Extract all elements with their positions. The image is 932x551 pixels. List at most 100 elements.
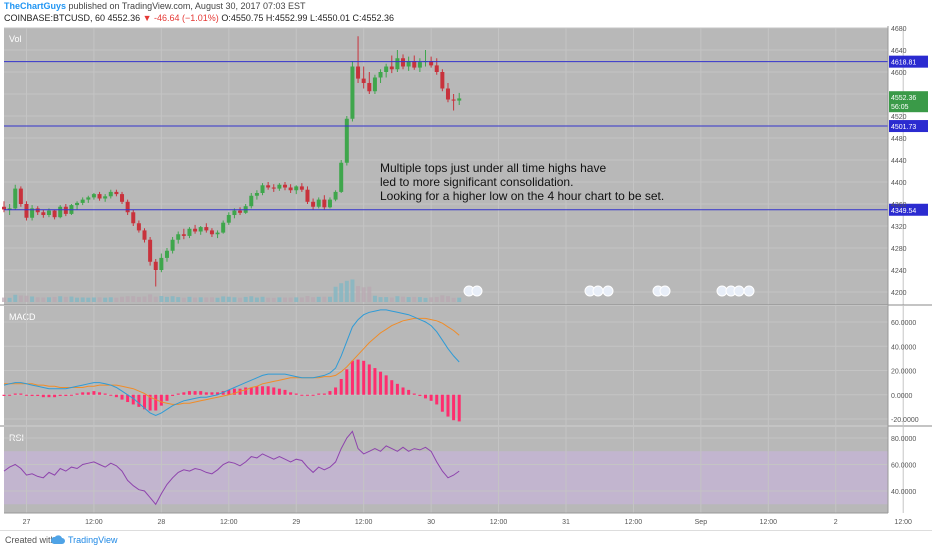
volume-bar	[18, 295, 23, 302]
volume-bar	[423, 297, 428, 302]
annotation-line-3: Looking for a higher low on the 4 hour c…	[380, 189, 664, 203]
candle-body	[283, 184, 287, 188]
candle-body	[395, 58, 400, 70]
macd-axis[interactable]: -20.0000 0.0000 20.0000 40.0000 60.0000	[891, 320, 919, 424]
macd-histogram-bar	[210, 392, 214, 395]
rsi-band	[4, 451, 888, 505]
tradingview-brand[interactable]: TradingView	[68, 535, 118, 545]
volume-bar	[283, 297, 287, 302]
candle-body	[277, 184, 282, 189]
macd-histogram-bar	[350, 360, 354, 395]
macd-pane[interactable]	[4, 306, 888, 425]
annotation-line-1: Multiple tops just under all time highs …	[380, 161, 606, 175]
annotation-line-2: led to more significant consolidation.	[380, 175, 573, 189]
candle-body	[299, 186, 304, 190]
event-flag-icon[interactable]	[716, 285, 755, 297]
candle-body	[445, 88, 450, 100]
macd-histogram-bar	[69, 394, 73, 396]
macd-histogram-bar	[199, 391, 203, 395]
volume-bar	[114, 297, 119, 302]
macd-histogram-bar	[339, 378, 343, 395]
horizontal-lines[interactable]: 4618.81 4501.73 4349.54	[4, 55, 928, 216]
volume-bar	[91, 297, 96, 302]
candle-body	[75, 202, 80, 206]
countdown-label: 56:05	[891, 104, 909, 111]
volume-bar	[322, 296, 327, 302]
macd-histogram-bar	[317, 393, 321, 395]
macd-histogram-bar	[373, 368, 377, 395]
candle-body	[412, 61, 417, 68]
rsi-line	[3, 430, 460, 506]
macd-histogram-bar	[216, 392, 220, 395]
macd-signal-line	[4, 317, 460, 405]
volume-bar	[103, 297, 108, 302]
time-tick-label: Sep	[695, 519, 708, 526]
event-flag-icon[interactable]	[463, 285, 483, 297]
volume-bar	[406, 297, 411, 302]
candle-body	[266, 185, 271, 188]
price-tick-label: 4320	[891, 224, 907, 231]
event-icons[interactable]	[463, 285, 755, 297]
chart-area[interactable]: Vol 4618.81 4501.73 4349.54 Multiple tops …	[0, 26, 932, 530]
price-tick-label: 4520	[891, 114, 907, 121]
macd-histogram-bar	[412, 393, 416, 395]
macd-histogram-bar	[328, 391, 332, 395]
event-flag-icon[interactable]	[584, 285, 614, 297]
created-with-label: Created with	[5, 535, 56, 545]
macd-histogram-bar	[193, 391, 197, 395]
volume-bar	[209, 297, 214, 302]
macd-histogram-bar	[345, 369, 349, 395]
candle-body	[108, 191, 113, 197]
candle-body	[142, 230, 147, 240]
candle-body	[7, 208, 12, 210]
volume-bar	[136, 296, 141, 302]
macd-histogram-bar	[390, 380, 394, 395]
chart-header: TheChartGuys published on TradingView.co…	[0, 0, 932, 26]
macd-tick-label: 0.0000	[891, 393, 913, 400]
candle-body	[41, 212, 46, 215]
candle-body	[204, 227, 209, 231]
annotation-text[interactable]: Multiple tops just under all time highs …	[380, 161, 664, 203]
macd-tick-label: 60.0000	[891, 320, 916, 327]
rsi-axis[interactable]: 40.0000 60.0000 80.0000	[891, 436, 916, 496]
volume-bar	[378, 297, 383, 302]
event-flag-icon[interactable]	[652, 285, 671, 297]
macd-line	[3, 309, 460, 416]
candle-body	[361, 78, 366, 83]
candle-body	[35, 208, 40, 213]
candle-body	[327, 199, 332, 208]
macd-histogram-bar	[407, 389, 411, 395]
volume-bar	[30, 296, 35, 302]
candle-body	[384, 66, 389, 72]
macd-histogram-bar	[75, 393, 79, 395]
macd-histogram-bar	[440, 394, 444, 412]
candle-body	[451, 99, 456, 101]
main-pane-label: Vol	[9, 34, 22, 44]
candle-body	[350, 66, 355, 119]
author-name[interactable]: TheChartGuys	[4, 1, 67, 11]
horizontal-line-label: 4349.54	[891, 208, 916, 215]
candle-body	[181, 234, 186, 236]
ohlc-open: O:4550.75	[221, 13, 264, 23]
rsi-tick-label: 60.0000	[891, 463, 916, 470]
price-tick-label: 4280	[891, 246, 907, 253]
macd-histogram-bar	[86, 392, 90, 395]
candle-body	[193, 228, 198, 232]
volume-bar	[170, 296, 175, 302]
candle-body	[170, 239, 175, 251]
time-axis[interactable]: 27 12:00 28 12:00 29 12:00 30 12:00 31 12:00 Sep 12…	[23, 519, 912, 526]
time-tick-label: 12:00	[490, 519, 508, 526]
candle-body	[226, 215, 231, 223]
volume-bar	[389, 297, 394, 302]
candle-body	[148, 239, 153, 262]
candle-body	[333, 191, 338, 200]
candle-body	[114, 191, 119, 195]
macd-histogram-bar	[24, 394, 28, 396]
macd-histogram-bar	[53, 394, 57, 398]
candle-body	[120, 194, 125, 202]
price-axis[interactable]: 4200424042804320436044004440448045204560…	[889, 26, 928, 297]
price-tick-label: 4200	[891, 290, 907, 297]
macd-histogram-bar	[137, 394, 141, 407]
macd-histogram-bar	[204, 392, 208, 395]
cloud-logo-icon[interactable]	[50, 533, 66, 547]
